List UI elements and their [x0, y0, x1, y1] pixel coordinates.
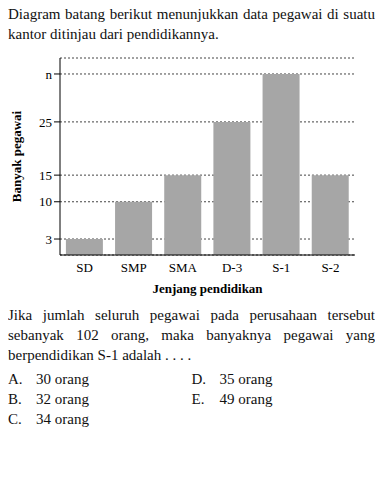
html-text:30 orang: 30 orang: [36, 371, 89, 387]
html-text:49 orang: 49 orang: [219, 391, 273, 407]
svg-text:S-2: S-2: [321, 260, 339, 275]
svg-text:3: 3: [46, 232, 53, 247]
svg-text:SMP: SMP: [121, 260, 147, 275]
svg-text:Banyak pegawai: Banyak pegawai: [9, 110, 24, 202]
html-text:D.: D.: [191, 371, 207, 387]
svg-text:SMA: SMA: [169, 260, 198, 275]
svg-text:25: 25: [39, 115, 52, 130]
svg-text:S-1: S-1: [272, 260, 290, 275]
svg-text:SD: SD: [76, 260, 93, 275]
svg-text:n: n: [46, 67, 53, 82]
svg-text:10: 10: [39, 194, 52, 209]
html-text:Jika jumlah seluruh pegawai pa: Jika jumlah seluruh pegawai pada perusah…: [8, 307, 375, 363]
html-text:B.: B.: [8, 391, 22, 407]
html-text:32 orang: 32 orang: [36, 391, 89, 407]
svg-text:Jenjang pendidikan: Jenjang pendidikan: [152, 281, 263, 296]
html-text:A.: A.: [8, 371, 23, 387]
html-text:34 orang: 34 orang: [36, 411, 89, 427]
html-text:35 orang: 35 orang: [219, 371, 273, 387]
svg-text:D-3: D-3: [222, 260, 242, 275]
html-text:C.: C.: [8, 411, 22, 427]
svg-text:15: 15: [39, 168, 52, 183]
html-text:Diagram batang berikut menunju: Diagram batang berikut menunjukkan data …: [8, 6, 375, 42]
html-text:E.: E.: [191, 391, 205, 407]
